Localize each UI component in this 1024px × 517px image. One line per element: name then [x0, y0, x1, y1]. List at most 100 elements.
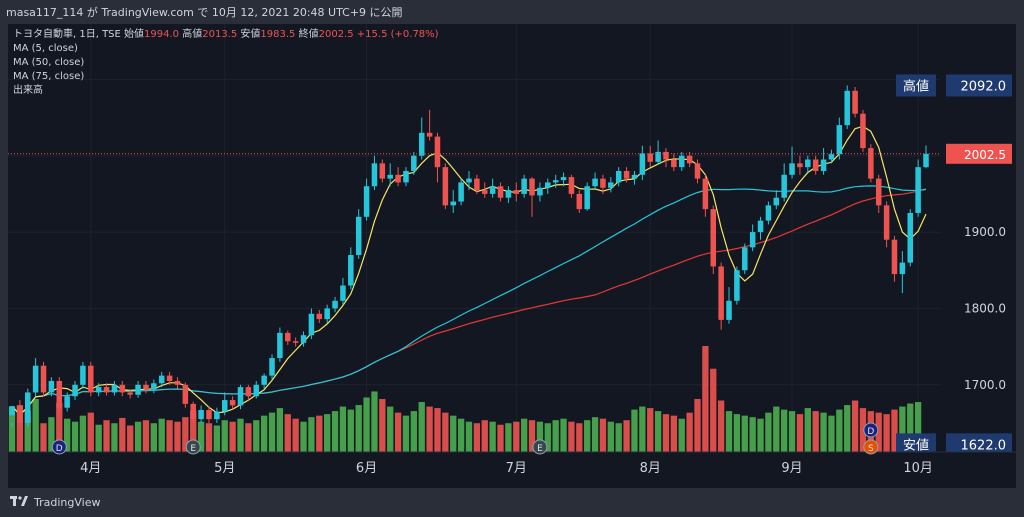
event-marker-s[interactable]: [863, 439, 879, 455]
candle-body: [860, 113, 866, 149]
ma5-line: [11, 125, 927, 416]
volume-bar: [686, 412, 693, 452]
event-marker-d[interactable]: [51, 439, 67, 455]
candle-body: [277, 332, 283, 359]
footer-brand[interactable]: TradingView: [34, 496, 101, 509]
volume-bar: [670, 415, 678, 452]
price-chart[interactable]: 1700.01800.01900.02000.02100.02002.5高値20…: [8, 24, 1016, 488]
volume-bar: [292, 418, 299, 452]
candle-body: [702, 178, 709, 210]
candle-body: [48, 380, 55, 393]
volume-bar: [489, 421, 496, 452]
volume-bar: [229, 421, 236, 452]
volume-bar: [796, 414, 804, 452]
candle-body: [600, 178, 606, 188]
volume-bar: [623, 420, 630, 452]
candle-body: [426, 132, 433, 137]
candle-body: [143, 384, 149, 390]
candle-body: [513, 190, 520, 194]
time-axis[interactable]: [8, 452, 1016, 488]
volume-bar: [584, 420, 591, 452]
volume-bar: [316, 415, 323, 452]
volume-bar: [418, 402, 425, 452]
candle-body: [300, 335, 307, 343]
volume-bar: [891, 409, 898, 452]
volume-bar: [64, 418, 71, 452]
candle-body: [434, 136, 441, 168]
candle-body: [285, 332, 291, 342]
y-tick-label: 1800.0: [964, 301, 1006, 315]
volume-bar: [213, 425, 221, 452]
volume-bar: [324, 414, 331, 452]
volume-bar: [757, 418, 764, 452]
volume-bar: [197, 421, 205, 452]
candle-body: [269, 358, 275, 376]
candle-body: [836, 125, 843, 155]
volume-bar: [119, 417, 126, 452]
volume-bar: [245, 423, 252, 452]
high-value: 2092.0: [961, 79, 1007, 94]
volume-bar: [158, 418, 165, 452]
volume-bar: [702, 346, 709, 452]
volume-bar: [134, 421, 142, 452]
candle-body: [639, 153, 646, 175]
candle-body: [671, 159, 677, 168]
footer-bar: TradingView: [0, 488, 1024, 517]
volume-bar: [568, 421, 575, 452]
candle-body: [686, 155, 693, 164]
volume-bar: [190, 410, 197, 452]
volume-bar: [410, 411, 417, 452]
candle-body: [726, 300, 732, 320]
candle-body: [529, 178, 535, 196]
volume-bar: [142, 420, 150, 452]
event-marker-e[interactable]: [185, 439, 201, 455]
candle-body: [647, 153, 653, 162]
candle-body: [72, 384, 78, 397]
volume-bar: [355, 405, 362, 452]
volume-bar: [284, 414, 291, 452]
candle-body: [56, 380, 63, 408]
volume-bar: [631, 409, 638, 452]
volume-bar: [654, 411, 662, 452]
volume-bar: [599, 418, 607, 452]
candle-body: [521, 178, 527, 194]
volume-label[interactable]: 出来高: [13, 85, 43, 96]
volume-bar: [95, 424, 102, 452]
last-price-tag: [946, 143, 1012, 164]
candle-body: [568, 177, 575, 194]
volume-bar: [276, 408, 284, 452]
ma75-label[interactable]: MA (75, close): [13, 71, 85, 82]
volume-bar: [639, 406, 646, 452]
candle-body: [308, 313, 315, 336]
candle-body: [820, 159, 827, 171]
candle-body: [789, 163, 795, 175]
ma50-label[interactable]: MA (50, close): [13, 57, 85, 68]
ma5-label[interactable]: MA (5, close): [13, 43, 78, 54]
volume-bar: [788, 411, 796, 452]
volume-bar: [773, 406, 780, 452]
volume-bar: [907, 403, 914, 452]
candle-body: [608, 182, 614, 188]
candle-body: [694, 163, 701, 179]
candle-body: [292, 341, 299, 343]
event-marker-d[interactable]: [863, 422, 879, 438]
event-marker-e[interactable]: [532, 439, 548, 455]
volume-bar: [678, 418, 685, 452]
close-value: 2002.5: [318, 29, 354, 40]
candle-body: [40, 365, 47, 393]
volume-bar: [647, 408, 654, 452]
volume-bar: [765, 412, 772, 452]
candle-body: [95, 387, 102, 393]
candle-body: [363, 186, 370, 217]
volume-bar: [442, 412, 449, 452]
volume-bar: [615, 423, 622, 452]
volume-bar: [434, 408, 441, 452]
candle-body: [340, 285, 346, 301]
candle-body: [371, 163, 378, 187]
low-label-tag: [896, 433, 936, 456]
last-price-value: 2002.5: [964, 148, 1006, 162]
volume-bar: [402, 415, 410, 452]
candle-body: [442, 167, 449, 206]
volume-bar: [363, 397, 370, 452]
volume-bar: [268, 412, 276, 452]
